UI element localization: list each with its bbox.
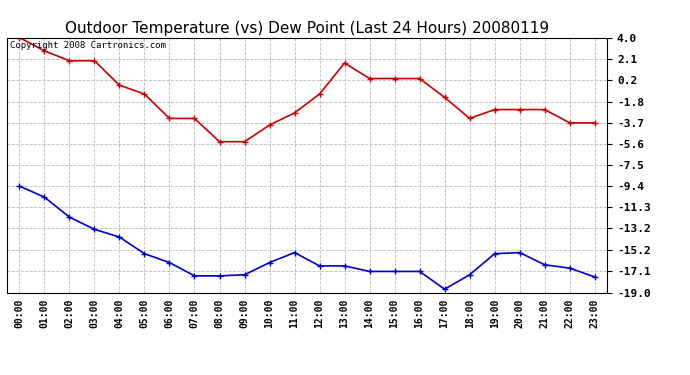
Text: Copyright 2008 Cartronics.com: Copyright 2008 Cartronics.com (10, 41, 166, 50)
Title: Outdoor Temperature (vs) Dew Point (Last 24 Hours) 20080119: Outdoor Temperature (vs) Dew Point (Last… (65, 21, 549, 36)
